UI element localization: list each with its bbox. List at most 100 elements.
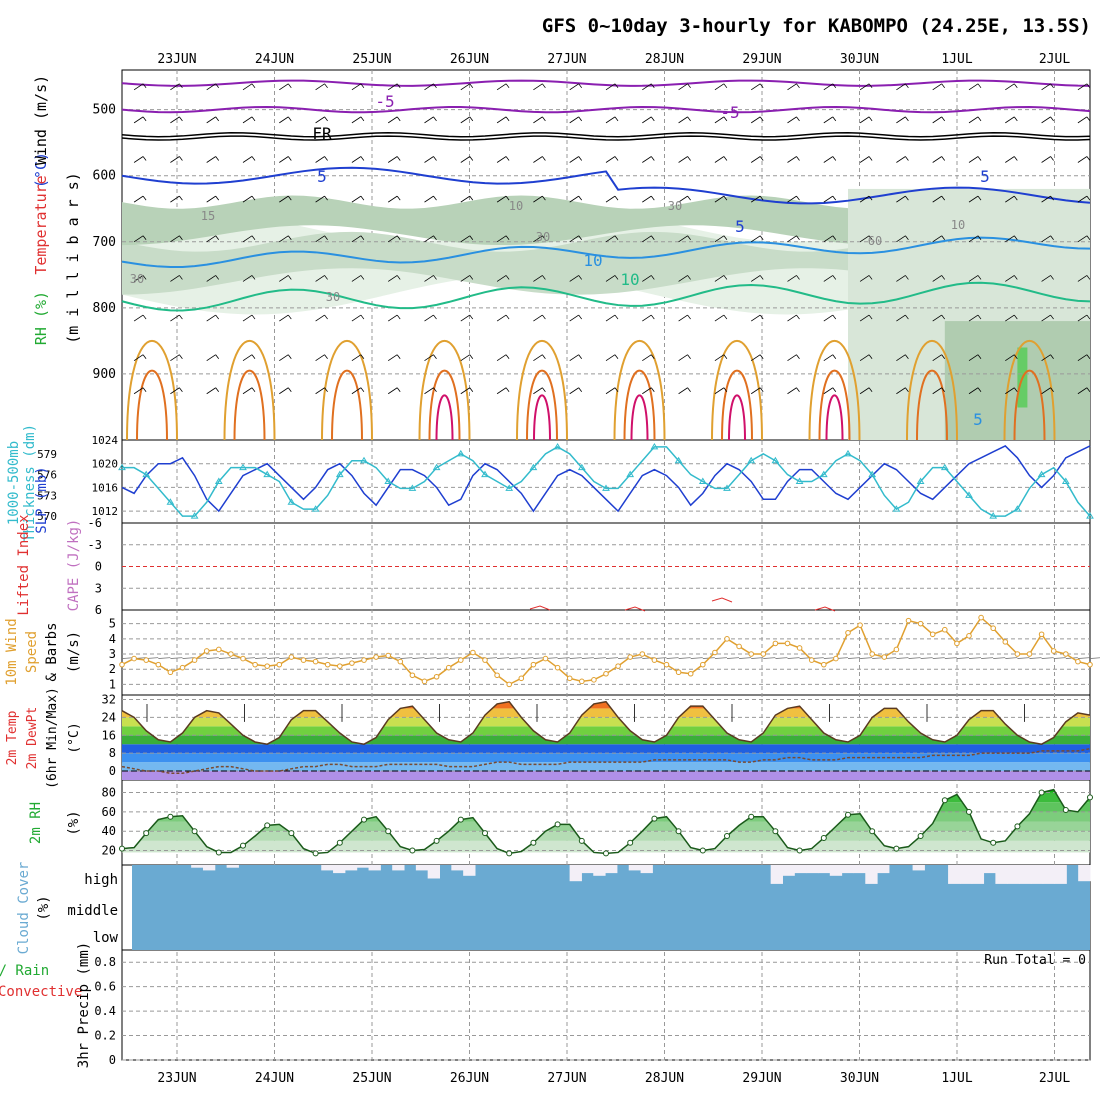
wind-barb <box>279 235 289 243</box>
cloud-high-gap <box>983 865 996 874</box>
date-tick-bottom: 26JUN <box>450 1071 489 1086</box>
date-tick-bottom: 30JUN <box>840 1071 879 1086</box>
wind-barb <box>968 195 979 203</box>
wind-barb <box>605 354 616 362</box>
wind-barb <box>977 275 982 280</box>
wind-barb <box>496 116 507 124</box>
cloud-high-gap <box>321 865 334 871</box>
contour-label: 5 <box>735 217 745 236</box>
wind10m-barb <box>1089 657 1100 659</box>
wind-barb <box>605 235 616 243</box>
ua-ylabel-units: (m i l l i b a r s) <box>64 172 82 344</box>
wind-barb <box>832 116 837 122</box>
wind-speed-point <box>337 663 343 669</box>
wind-barb <box>650 314 655 320</box>
wind-barb <box>750 387 761 395</box>
thickness-point <box>989 512 998 519</box>
wind-barb <box>433 156 437 161</box>
wind-barb <box>832 235 837 241</box>
date-tick-top: 24JUN <box>255 52 294 67</box>
wind-barb <box>578 83 583 89</box>
wind-barb <box>941 235 946 241</box>
rh-point <box>627 839 634 846</box>
wind-barb <box>687 83 691 89</box>
date-tick-top: 26JUN <box>450 52 489 67</box>
wind-barb <box>133 354 144 362</box>
date-tick-top: 28JUN <box>645 52 684 67</box>
temp-ylabel-3: (6hr Min/Max) <box>45 687 60 789</box>
wind-barb <box>1013 275 1018 280</box>
wind-speed-point <box>966 633 972 639</box>
wind-barb <box>396 314 401 320</box>
wind10m-barb <box>581 657 594 659</box>
wind-barb <box>787 354 797 362</box>
wind-ytick: 2 <box>109 662 116 676</box>
contour-25 <box>623 369 656 441</box>
wind-barb <box>533 156 543 163</box>
wind-barb <box>469 116 474 122</box>
wind-barb <box>533 275 543 282</box>
wind-barb <box>759 275 764 280</box>
wind-barb <box>387 116 398 124</box>
wind-barb <box>279 387 289 395</box>
thickness-point <box>529 463 538 471</box>
wind-barb <box>206 195 216 203</box>
wind-barb <box>932 83 942 91</box>
contour-20 <box>418 339 471 441</box>
wind-barb <box>433 195 437 201</box>
wind-barb <box>932 354 942 362</box>
contour-5 <box>121 166 1091 205</box>
thickness-point <box>239 463 247 471</box>
wind-speed-point <box>869 651 876 657</box>
wind-barb <box>469 387 474 392</box>
rh-point <box>143 830 150 837</box>
rh-point <box>457 816 464 823</box>
wind-barb <box>896 275 906 282</box>
thickness-point <box>214 477 223 484</box>
wind-barb <box>396 275 401 280</box>
wind-barb <box>1050 314 1054 320</box>
cloud-high-gap <box>995 865 1008 884</box>
panel-frame-slp <box>121 439 1091 524</box>
wind-barb <box>387 195 398 203</box>
wind10m-barb <box>206 657 219 659</box>
wind-barb <box>387 83 398 91</box>
wind-speed-point <box>736 643 742 650</box>
wind-barb <box>642 83 652 91</box>
wind-barb <box>1050 156 1054 161</box>
temp-band <box>122 717 1090 727</box>
wind-barb <box>569 314 579 322</box>
wind10m-barb <box>158 657 171 659</box>
wind-barb <box>396 116 401 122</box>
wind-barb <box>533 314 543 322</box>
wind-barb <box>360 354 365 359</box>
wind-speed-point <box>264 663 271 669</box>
wind-barb <box>460 314 471 322</box>
precip-ytick: 0.2 <box>94 1029 116 1043</box>
wind-speed-point <box>216 646 222 653</box>
wind-barb <box>714 195 725 203</box>
wind-barb <box>1005 387 1015 395</box>
wind-speed-point <box>591 677 597 683</box>
wind-speed-point <box>990 625 997 632</box>
wind-barb <box>533 354 543 362</box>
wind-barb <box>859 235 870 243</box>
thick-ylabel: Thickness (dm) <box>22 424 38 542</box>
wind-barb <box>542 156 546 161</box>
wind-barb <box>505 116 510 122</box>
wind-barb <box>1013 354 1018 359</box>
rh-point <box>941 797 948 804</box>
wind-barb <box>170 387 180 395</box>
wind-barb <box>1041 116 1051 124</box>
wind-barb <box>614 195 619 201</box>
wind-barb <box>324 156 328 161</box>
wind-barb <box>251 354 256 359</box>
wind-barb <box>351 116 362 124</box>
wind-barb <box>179 314 183 320</box>
wind-barb <box>360 116 365 122</box>
contour-label: 5 <box>973 410 983 429</box>
wind-speed-point <box>179 664 186 671</box>
thickness-point <box>771 456 780 464</box>
wind-speed-point <box>373 654 379 660</box>
wind-barb <box>215 83 220 89</box>
